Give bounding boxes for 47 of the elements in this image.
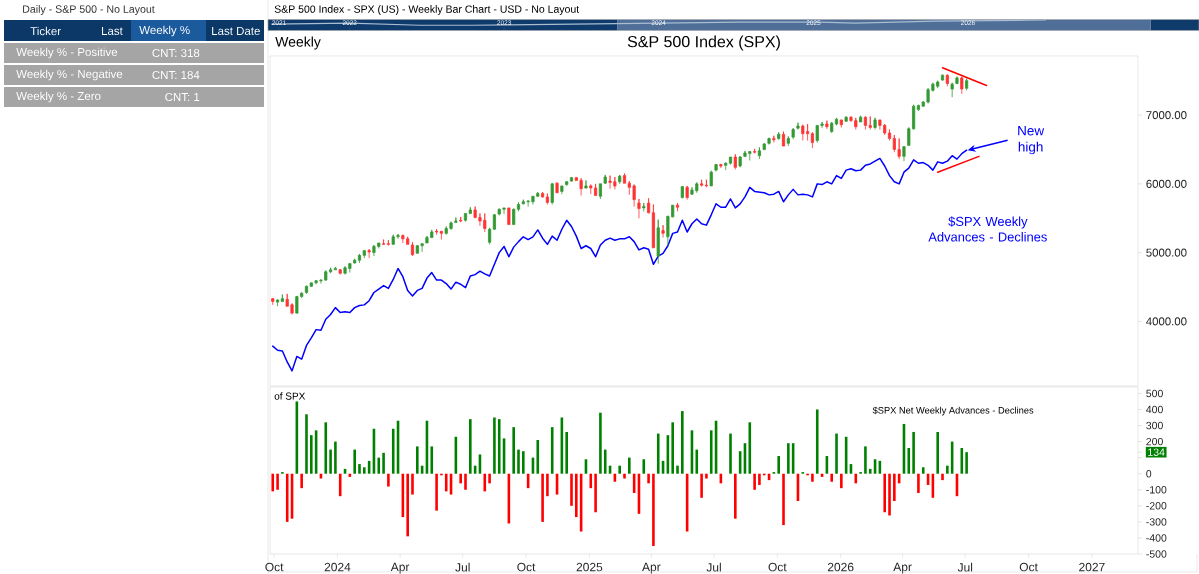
text: Daily - S&P 500 - No Layout <box>23 5 155 15</box>
x-tick-label: Oct <box>1019 562 1038 572</box>
x-tick-label: 2024 <box>324 562 351 572</box>
y-tick-label: 134 <box>1148 448 1165 456</box>
text: CNT: 184 <box>152 70 200 80</box>
y-tick-label: 200 <box>1146 437 1163 446</box>
y-tick-label: 400 <box>1146 405 1163 414</box>
y-tick-label: -100 <box>1146 486 1167 494</box>
chart-title: of SPX <box>274 392 306 400</box>
x-tick-label: Oct <box>768 562 787 572</box>
category-label: Weekly % - Positive <box>16 47 118 59</box>
y-tick-label: 4000.00 <box>1146 317 1187 326</box>
x-tick-label: Jul <box>957 562 973 572</box>
x-tick-label: Apr <box>642 562 661 574</box>
y-tick-label: -200 <box>1146 502 1167 510</box>
text: Weekly <box>275 36 321 50</box>
category-label: Weekly % - Zero <box>16 91 101 103</box>
chart-title: S&P 500 Index (SPX) <box>627 35 780 51</box>
x-tick-label: Apr <box>390 562 410 574</box>
annotation: New high <box>1018 126 1045 155</box>
x-tick-label: Apr <box>893 562 912 574</box>
y-tick-label: -400 <box>1146 534 1167 542</box>
text: CNT: 1 <box>165 92 200 102</box>
x-tick-label: Jul <box>455 562 470 572</box>
y-tick-label: 500 <box>1146 389 1163 398</box>
y-tick-label: 5000.00 <box>1146 248 1187 257</box>
x-tick-label: Jul <box>706 562 721 572</box>
x-tick-label: 2025 <box>576 562 603 572</box>
y-tick-label: -300 <box>1146 518 1167 526</box>
y-tick-label: 300 <box>1146 421 1163 430</box>
chart-title: S&P 500 Index - SPX (US) - Weekly Bar Chart - USD - No Layout <box>274 5 580 15</box>
x-tick-label: 2026 <box>827 562 854 572</box>
y-tick-label: -500 <box>1146 550 1167 558</box>
text: $SPX Weekly Advances - Declines <box>928 216 1047 242</box>
category-label: Weekly % - Negative <box>16 69 123 81</box>
text: Ticker <box>30 26 61 36</box>
text: $SPX Net Weekly Advances - Declines <box>872 406 1034 416</box>
x-tick-label: Oct <box>265 562 284 572</box>
text: Last <box>102 26 123 36</box>
y-tick-label: 7000.00 <box>1146 111 1187 120</box>
text: Weekly % <box>139 25 190 37</box>
x-tick-label: Oct <box>517 562 536 572</box>
text: Last Date <box>212 26 260 36</box>
y-tick-label: 0 <box>1146 470 1152 478</box>
x-tick-label: 2027 <box>1079 562 1105 572</box>
y-tick-label: 6000.00 <box>1146 179 1187 188</box>
text: CNT: 318 <box>152 48 200 58</box>
